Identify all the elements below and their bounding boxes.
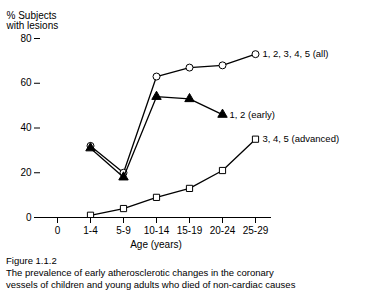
svg-text:80: 80 (20, 33, 32, 44)
svg-text:5-9: 5-9 (116, 225, 131, 236)
svg-text:3, 4, 5 (advanced): 3, 4, 5 (advanced) (263, 133, 340, 144)
svg-text:25-29: 25-29 (243, 225, 269, 236)
svg-text:% Subjectswith lesions: % Subjectswith lesions (6, 10, 59, 31)
svg-text:Age (years): Age (years) (130, 239, 182, 250)
html-text:Figure 1.1.2: Figure 1.1.2 (6, 255, 57, 266)
html-text:vessels of children and young: vessels of children and young adults who… (6, 279, 296, 290)
svg-text:20-24: 20-24 (210, 225, 236, 236)
html-text:The prevalence of early athero: The prevalence of early atherosclerotic … (6, 267, 274, 278)
svg-text:1-4: 1-4 (83, 225, 98, 236)
svg-text:0: 0 (55, 225, 61, 236)
svg-text:1, 2 (early): 1, 2 (early) (230, 109, 275, 120)
svg-text:0: 0 (26, 212, 32, 223)
svg-text:60: 60 (20, 77, 32, 88)
svg-text:40: 40 (20, 122, 32, 133)
svg-text:10-14: 10-14 (144, 225, 170, 236)
svg-text:20: 20 (20, 167, 32, 178)
svg-text:1, 2, 3, 4, 5 (all): 1, 2, 3, 4, 5 (all) (263, 48, 329, 59)
svg-text:15-19: 15-19 (177, 225, 203, 236)
